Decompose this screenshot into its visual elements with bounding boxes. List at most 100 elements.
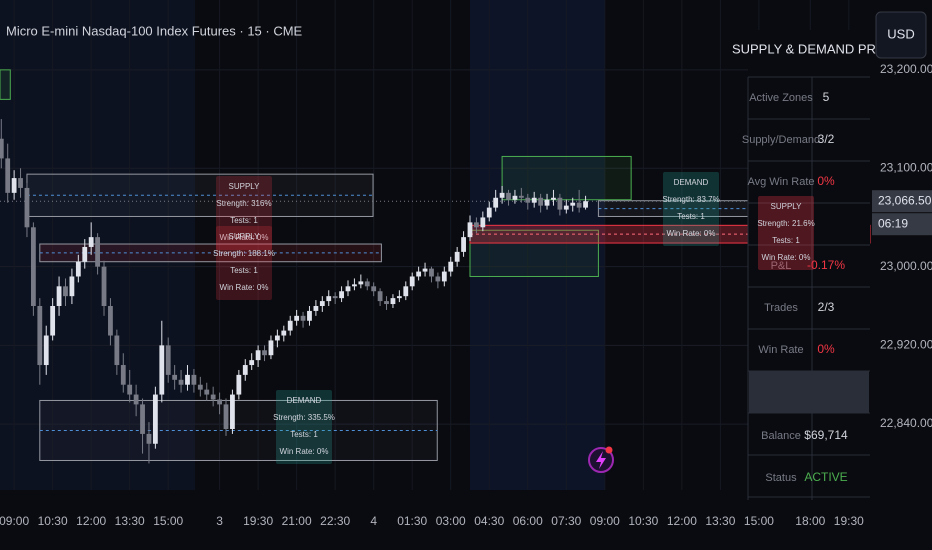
candle-body [307,310,312,321]
x-tick-label: 07:30 [551,514,581,528]
zone-label-text: Tests: 1 [772,236,800,245]
candle-body [101,266,107,307]
candle-body [390,298,396,305]
x-tick-label: 04:30 [474,514,504,528]
x-tick-label: 01:30 [397,514,427,528]
panel-row-label: P&L [771,260,792,272]
zone-label-text: SUPPLY [229,182,261,191]
candle-body [332,296,338,299]
candle-body [223,404,229,429]
zone-label-text: Tests: 1 [230,216,258,225]
candle-body [448,261,454,272]
x-tick-label: 12:00 [667,514,697,528]
chart-title: Micro E-mini Nasdaq-100 Index Futures · … [6,23,303,38]
candle-body [204,389,210,395]
candle-body [242,365,248,375]
zone-label-text: Strength: 83.7% [662,195,719,204]
candle-body [557,197,563,210]
x-tick-label: 22:30 [320,514,350,528]
candle-body [114,335,120,366]
stats-panel: SUPPLY & DEMAND PRO Active Zones 5 Supply/… [732,30,886,500]
panel-row-value: 5 [823,90,830,104]
candle-body [63,286,68,297]
candle-body [165,345,171,375]
panel-title: SUPPLY & DEMAND PRO [732,41,886,56]
panel-row-value: 0% [817,174,835,188]
candle-body [512,195,518,200]
icon-dot[interactable] [605,446,613,454]
y-tick-label: 23,200.00 [880,62,932,76]
candles [0,119,588,464]
candle-body [120,365,126,385]
y-tick-label: 23,000.00 [880,259,932,273]
candle-body [217,399,222,405]
candle-body [197,384,203,390]
candle-body [551,197,556,200]
candle-body [319,301,325,307]
candle-body [0,138,4,159]
candle-body [499,192,505,198]
x-tick-label: 13:30 [705,514,735,528]
candle-body [403,286,409,297]
countdown-badge [872,213,932,236]
x-tick-label: 15:00 [153,514,183,528]
candle-body [69,276,75,297]
zone-label-text: Tests: 1 [290,430,318,439]
panel-row-label: Balance [761,430,801,442]
zone-label-text: Strength: 316% [216,199,271,208]
price-badge-label: 23,066.50 [878,193,932,207]
candle-body [18,178,23,188]
candle-body [396,296,402,299]
zone-label-text: DEMAND [674,178,709,187]
candle-body [467,222,473,238]
grid [0,0,870,490]
candle-body [75,261,81,277]
candle-body [281,330,287,336]
y-tick-label: 23,100.00 [880,160,932,174]
candle-body [172,374,178,380]
x-tick-label: 09:00 [590,514,620,528]
zone-label-text: Win Rate: 0% [220,283,269,292]
panel-row-label: Win Rate [758,344,803,356]
zone-label-text: Strength: 188.1% [213,249,275,258]
panel-row-label: Avg Win Rate [747,176,814,188]
y-tick-label: 22,920.00 [880,338,932,352]
candle-body [486,207,492,218]
candle-body [262,350,267,356]
candle-body [461,237,466,252]
zone-label-text: SUPPLY [771,202,803,211]
candle-body [146,433,152,444]
alert-icon[interactable] [588,446,614,473]
currency-button[interactable] [875,11,927,59]
zone-label-text: Win Rate: 0% [762,253,811,262]
x-tick-label: 19:30 [243,514,273,528]
panel-row-value: 3/2 [818,132,835,146]
candle-body [480,217,486,228]
candle-body [185,374,190,385]
icon-bolt[interactable] [596,451,606,469]
candle-body [133,394,139,405]
candle-body [210,394,216,400]
x-tick-label: 4 [370,514,377,528]
candle-body [43,335,49,366]
panel-row-value: ACTIVE [804,470,847,484]
candle-body [236,374,242,395]
x-tick-label: 06:00 [513,514,543,528]
candle-body [493,197,499,208]
candle-body [371,286,377,292]
x-tick-label: 19:30 [834,514,864,528]
zones [0,69,871,461]
panel-row-label: Trades [764,302,798,314]
candle-body [37,306,43,366]
currency-label[interactable]: USD [887,26,914,41]
zone [501,155,632,201]
zone-label-text: DEMAND [287,396,322,405]
panel-row-value: -0.17% [807,258,845,272]
candle-body [24,187,30,228]
zone-labels: SUPPLY Strength: 316% Tests: 1 Win Rate: 0%… [213,172,815,464]
price-badge [872,190,932,213]
candle-body [274,335,280,341]
panel-row-label: Supply/Demand [742,134,820,146]
x-tick-label: 10:30 [628,514,658,528]
